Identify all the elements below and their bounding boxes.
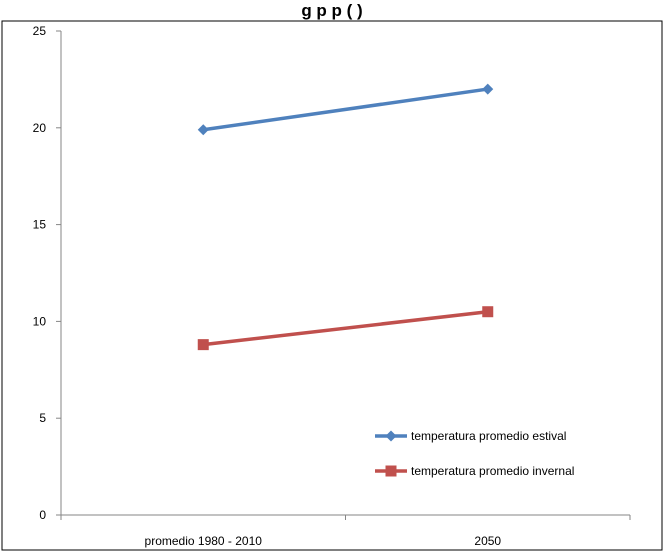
data-point [482,306,494,318]
x-tick-label: 2050 [474,534,501,548]
y-tick-label: 5 [39,411,46,425]
series-line [203,87,488,132]
axes: 0 5 10 15 20 25 promedio 1980 - 2010 2050 [33,24,631,548]
series-layer [197,83,494,351]
series-2 [197,306,494,351]
chart-frame [1,20,663,551]
x-tick-label: promedio 1980 - 2010 [145,534,263,548]
legend-marker [385,430,397,442]
data-point [197,339,209,351]
y-tick-label: 0 [39,508,46,522]
chart-title: g p p ( ) [301,1,362,20]
series-line [203,309,488,347]
data-point [197,124,209,136]
y-tick-label: 15 [33,218,47,232]
legend-label: temperatura promedio estival [411,429,566,443]
y-tick-label: 20 [33,121,47,135]
y-tick-label: 10 [33,314,47,328]
data-point [482,83,494,95]
legend-marker [385,465,397,477]
legend: temperatura promedio estival temperatura … [375,429,574,478]
legend-item: temperatura promedio estival [375,429,566,443]
series-1 [197,83,494,136]
y-tick-label: 25 [33,24,47,38]
legend-item: temperatura promedio invernal [375,464,574,478]
legend-label: temperatura promedio invernal [411,464,574,478]
